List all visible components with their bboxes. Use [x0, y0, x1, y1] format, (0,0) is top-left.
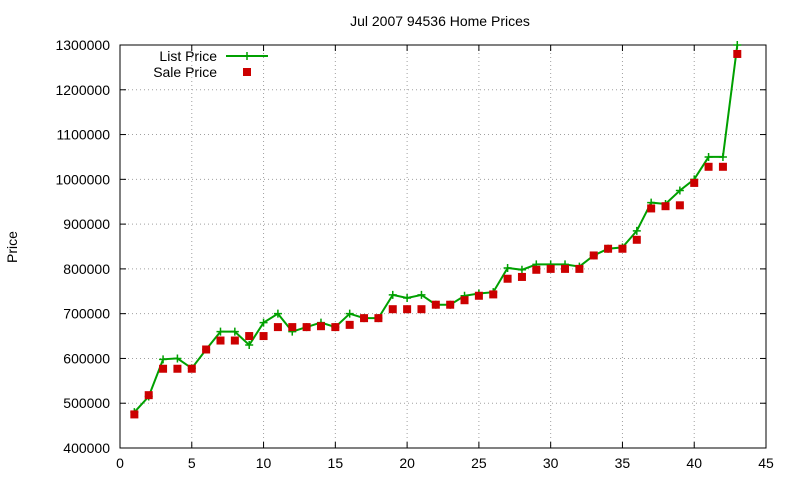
y-tick-label: 1300000 — [55, 37, 110, 53]
sale-price-point — [144, 391, 153, 400]
sale-price-point — [704, 162, 713, 171]
sale-price-point — [690, 178, 699, 187]
sale-price-point — [331, 323, 340, 332]
sale-price-point — [718, 162, 727, 171]
chart-title: Jul 2007 94536 Home Prices — [350, 13, 530, 29]
sale-price-point — [632, 235, 641, 244]
list-price-point — [345, 309, 354, 318]
x-tick-label: 20 — [399, 455, 415, 471]
sale-price-point — [259, 332, 268, 341]
sale-price-point — [575, 264, 584, 273]
list-price-point — [704, 152, 713, 161]
sale-price-point — [661, 202, 670, 211]
list-price-point — [245, 341, 254, 350]
y-tick-label: 1100000 — [57, 127, 111, 143]
sale-price-point — [446, 300, 455, 309]
sale-price-point — [173, 364, 182, 373]
sale-price-point — [302, 323, 311, 332]
sale-price-point — [159, 364, 168, 373]
sale-price-point — [647, 204, 656, 213]
x-tick-label: 5 — [188, 455, 196, 471]
sale-price-point — [288, 323, 297, 332]
sale-price-point — [503, 274, 512, 283]
sale-price-point — [130, 410, 139, 419]
legend-label-list-price: List Price — [159, 48, 217, 64]
list-price-point — [259, 318, 268, 327]
list-price-point — [675, 186, 684, 195]
sale-price-point — [245, 332, 254, 341]
sale-price-point — [675, 201, 684, 210]
sale-price-point — [604, 244, 613, 253]
list-price-point — [388, 290, 397, 299]
sale-price-point — [216, 336, 225, 345]
legend-marker-sale-price — [243, 68, 251, 76]
y-tick-label: 400000 — [63, 440, 110, 456]
sale-price-point — [202, 345, 211, 354]
x-tick-label: 10 — [256, 455, 272, 471]
x-tick-label: 25 — [471, 455, 487, 471]
sale-price-point — [431, 300, 440, 309]
y-tick-label: 700000 — [63, 306, 110, 322]
x-tick-label: 45 — [758, 455, 774, 471]
x-tick-label: 30 — [543, 455, 559, 471]
sale-price-point — [489, 290, 498, 299]
y-tick-label: 1200000 — [55, 82, 110, 98]
series-layer — [130, 41, 742, 419]
sale-price-point — [187, 364, 196, 373]
x-tick-label: 15 — [328, 455, 344, 471]
sale-price-point — [733, 49, 742, 58]
y-axis-label: Price — [4, 231, 20, 263]
list-price-point — [632, 226, 641, 235]
sale-price-point — [417, 305, 426, 314]
x-tick-label: 40 — [686, 455, 702, 471]
list-price-point — [503, 263, 512, 272]
x-tick-label: 0 — [116, 455, 124, 471]
sale-price-point — [589, 251, 598, 260]
sale-price-point — [460, 296, 469, 305]
sale-price-point — [546, 264, 555, 273]
list-price-point — [517, 265, 526, 274]
list-price-point — [403, 293, 412, 302]
y-tick-label: 500000 — [63, 395, 110, 411]
list-price-point — [417, 290, 426, 299]
sale-price-point — [230, 336, 239, 345]
grid — [120, 45, 766, 448]
sale-price-point — [273, 323, 282, 332]
y-tick-label: 1000000 — [55, 171, 110, 187]
legend-marker-list-price — [243, 52, 251, 60]
list-price-point — [173, 354, 182, 363]
sale-price-point — [474, 291, 483, 300]
x-tick-label: 35 — [615, 455, 631, 471]
y-tick-label: 800000 — [63, 261, 110, 277]
sale-price-point — [532, 265, 541, 274]
plot-border — [119, 44, 767, 449]
sale-price-point — [316, 322, 325, 331]
list-price-point — [230, 327, 239, 336]
list-price-line — [133, 44, 739, 413]
list-price-point — [733, 41, 742, 49]
axes: 0 5 10 15 20 25 30 35 40 45 400000 500000 600000 7000… — [55, 37, 774, 471]
sale-price-point — [618, 244, 627, 253]
sale-price-point — [360, 314, 369, 323]
list-price-point — [159, 355, 168, 364]
list-price-point — [216, 327, 225, 336]
legend-label-sale-price: Sale Price — [153, 64, 217, 80]
sale-price-point — [388, 305, 397, 314]
sale-price-point — [403, 305, 412, 314]
y-tick-label: 900000 — [63, 216, 110, 232]
y-tick-label: 600000 — [63, 350, 110, 366]
sale-price-point — [561, 264, 570, 273]
list-price-point — [273, 309, 282, 318]
sale-price-point — [345, 320, 354, 329]
list-price-point — [718, 152, 727, 161]
sale-price-point — [374, 314, 383, 323]
sale-price-point — [517, 272, 526, 281]
